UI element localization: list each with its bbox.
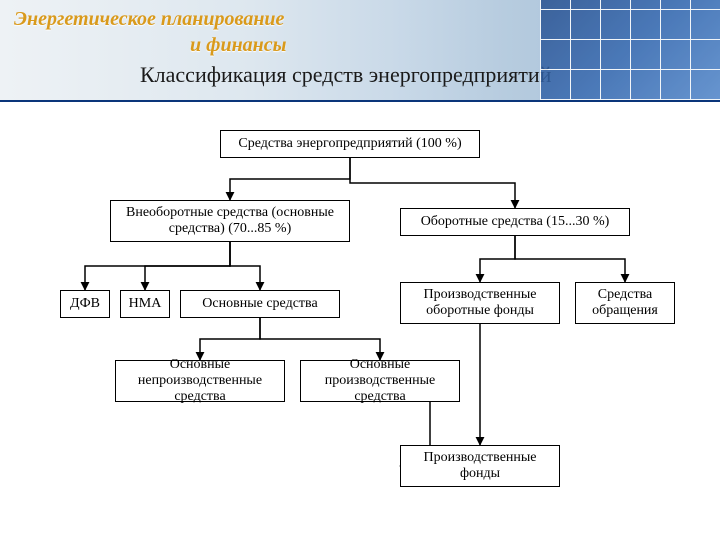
- node-nma: НМА: [120, 290, 170, 318]
- header-banner: Энергетическое планирование и финансы Кл…: [0, 0, 720, 102]
- node-circ: Средства обращения: [575, 282, 675, 324]
- node-funds: Производственные фонды: [400, 445, 560, 487]
- classification-diagram: Средства энергопредприятий (100 %) Внеобо…: [0, 100, 720, 540]
- node-dfv: ДФВ: [60, 290, 110, 318]
- banner-title-line2: и финансы: [190, 34, 287, 57]
- node-prod_ob: Производственные оборотные фонды: [400, 282, 560, 324]
- node-cur: Оборотные средства (15...30 %): [400, 208, 630, 236]
- node-root: Средства энергопредприятий (100 %): [220, 130, 480, 158]
- slide-title: Классификация средств энергопредприятий: [140, 62, 551, 88]
- node-nonprod: Основные непроизводственные средства: [115, 360, 285, 402]
- node-osn: Основные средства: [180, 290, 340, 318]
- banner-title-line1: Энергетическое планирование: [14, 8, 284, 31]
- node-noncur: Внеоборотные средства (основные средства…: [110, 200, 350, 242]
- node-prodfix: Основные производственные средства: [300, 360, 460, 402]
